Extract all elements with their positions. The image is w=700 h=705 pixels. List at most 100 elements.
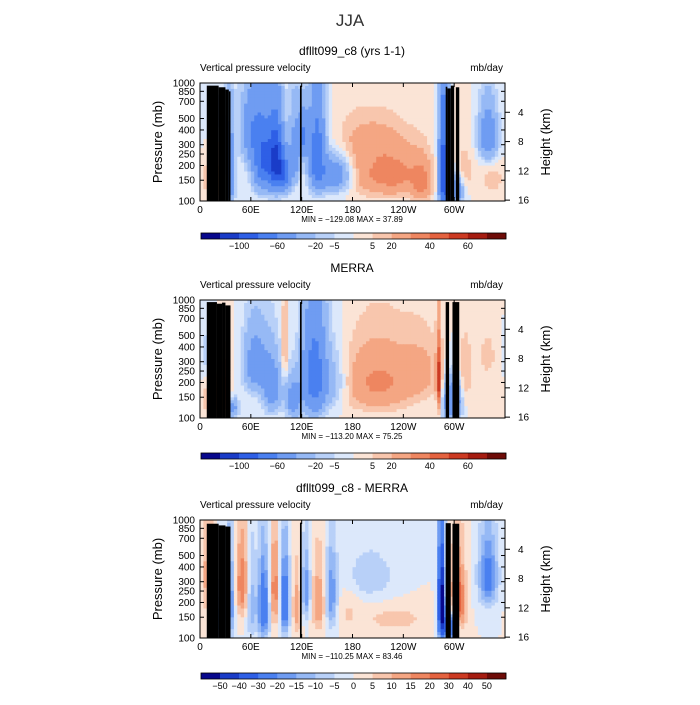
heatmap-cell [359, 139, 363, 142]
heatmap-cell [471, 338, 475, 341]
heatmap-cell [336, 160, 340, 163]
heatmap-cell [424, 186, 428, 189]
heatmap-cell [281, 154, 285, 157]
heatmap-cell [346, 83, 350, 86]
heatmap-cell [369, 136, 373, 139]
heatmap-cell [346, 195, 350, 198]
heatmap-cell [400, 186, 404, 189]
heatmap-cell [237, 83, 241, 86]
heatmap-cell [336, 166, 340, 169]
heatmap-cell [251, 195, 255, 198]
heatmap-cell [237, 160, 241, 163]
heatmap-cell [295, 113, 299, 116]
heatmap-cell [356, 186, 360, 189]
heatmap-cell [369, 92, 373, 95]
heatmap-cell [302, 101, 306, 104]
heatmap-cell [308, 180, 312, 183]
heatmap-cell [336, 136, 340, 139]
heatmap-cell [427, 110, 431, 113]
heatmap-cell [461, 166, 465, 169]
heatmap-cell [292, 312, 296, 315]
heatmap-cell [430, 83, 434, 86]
heatmap-cell [386, 327, 390, 330]
heatmap-cell [305, 148, 309, 151]
heatmap-cell [464, 169, 468, 172]
heatmap-cell [285, 303, 289, 306]
heatmap-cell [400, 335, 404, 338]
heatmap-cell [329, 192, 333, 195]
heatmap-cell [329, 180, 333, 183]
heatmap-cell [366, 169, 370, 172]
heatmap-cell [325, 142, 329, 145]
heatmap-cell [268, 303, 272, 306]
heatmap-cell [241, 98, 245, 101]
heatmap-cell [322, 98, 326, 101]
heatmap-cell [332, 312, 336, 315]
heatmap-cell [495, 154, 499, 157]
heatmap-cell [264, 332, 268, 335]
heatmap-cell [376, 95, 380, 98]
heatmap-cell [464, 95, 468, 98]
heatmap-cell [478, 133, 482, 136]
heatmap-cell [366, 115, 370, 118]
heatmap-cell [285, 324, 289, 327]
heatmap-cell [295, 321, 299, 324]
heatmap-cell [234, 136, 238, 139]
heatmap-cell [376, 309, 380, 312]
heatmap-cell [237, 303, 241, 306]
heatmap-cell [295, 174, 299, 177]
heatmap-cell [376, 306, 380, 309]
heatmap-cell [261, 306, 265, 309]
heatmap-cell [258, 145, 262, 148]
heatmap-cell [434, 318, 438, 321]
heatmap-cell [373, 118, 377, 121]
heatmap-cell [356, 169, 360, 172]
heatmap-cell [356, 157, 360, 160]
heatmap-cell [441, 303, 445, 306]
heatmap-cell [369, 335, 373, 338]
heatmap-cell [495, 95, 499, 98]
heatmap-cell [339, 142, 343, 145]
heatmap-cell [430, 118, 434, 121]
heatmap-cell [302, 335, 306, 338]
heatmap-cell [403, 142, 407, 145]
heatmap-cell [366, 338, 370, 341]
heatmap-cell [468, 312, 472, 315]
heatmap-cell [285, 180, 289, 183]
heatmap-cell [329, 189, 333, 192]
heatmap-cell [231, 118, 235, 121]
heatmap-cell [376, 186, 380, 189]
heatmap-cell [400, 312, 404, 315]
heatmap-cell [481, 177, 485, 180]
heatmap-cell [441, 309, 445, 312]
heatmap-cell [295, 124, 299, 127]
heatmap-cell [397, 154, 401, 157]
y-axis-label-right: Height (km) [538, 108, 553, 175]
y-axis-label: Pressure (mb) [150, 101, 165, 183]
heatmap-cell [231, 318, 235, 321]
heatmap-cell [339, 157, 343, 160]
heatmap-cell [464, 186, 468, 189]
heatmap-cell [491, 195, 495, 198]
heatmap-cell [241, 115, 245, 118]
heatmap-cell [434, 121, 438, 124]
heatmap-cell [397, 127, 401, 130]
heatmap-cell [386, 186, 390, 189]
heatmap-cell [464, 174, 468, 177]
heatmap-cell [464, 139, 468, 142]
heatmap-cell [471, 166, 475, 169]
heatmap-cell [271, 136, 275, 139]
heatmap-cell [268, 321, 272, 324]
heatmap-cell [254, 113, 258, 116]
heatmap-cell [356, 195, 360, 198]
heatmap-cell [308, 95, 312, 98]
heatmap-cell [278, 315, 282, 318]
heatmap-cell [468, 166, 472, 169]
heatmap-cell [346, 312, 350, 315]
heatmap-cell [468, 180, 472, 183]
heatmap-cell [349, 324, 353, 327]
heatmap-cell [349, 110, 353, 113]
heatmap-cell [258, 157, 262, 160]
heatmap-cell [437, 303, 441, 306]
heatmap-cell [231, 172, 235, 175]
